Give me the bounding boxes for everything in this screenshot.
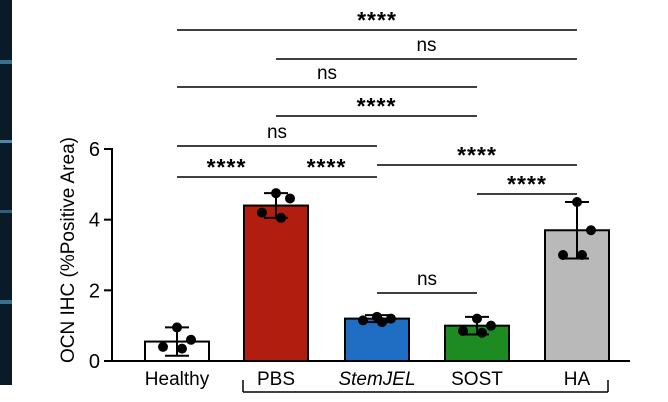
data-point — [186, 334, 196, 345]
data-point — [577, 250, 587, 260]
y-tick-label: 2 — [89, 280, 100, 302]
data-point — [158, 341, 168, 352]
significance-label: ns — [417, 269, 437, 290]
data-point — [386, 313, 396, 324]
category-label: PBS — [257, 369, 295, 390]
significance-label: **** — [307, 154, 347, 180]
category-label: StemJEL — [338, 369, 415, 390]
y-axis-label: OCN IHC (%Positive Area) — [58, 137, 79, 363]
data-point — [472, 313, 482, 324]
significance-label: **** — [507, 171, 547, 197]
significance-label: ns — [317, 63, 337, 84]
bar — [344, 317, 410, 363]
y-tick-label: 4 — [89, 210, 100, 232]
category-label: HA — [564, 369, 591, 390]
significance-label: ns — [267, 122, 287, 143]
category-label: SOST — [451, 369, 503, 390]
data-point — [477, 327, 487, 338]
significance-label: **** — [357, 93, 397, 119]
data-point — [177, 343, 187, 354]
y-tick-label: 6 — [89, 139, 100, 161]
significance-label: **** — [457, 142, 497, 168]
bar — [243, 204, 309, 362]
y-tick-label: 0 — [89, 351, 100, 373]
bars — [144, 204, 610, 363]
data-point — [271, 188, 281, 199]
photo-strip — [0, 0, 12, 385]
data-point — [572, 197, 582, 207]
data-point — [257, 207, 267, 218]
data-points — [158, 188, 596, 354]
significance-label: **** — [357, 7, 397, 33]
significance-brackets: **** ns ns **** ns **** **** **** **** ns — [177, 7, 577, 294]
data-point — [377, 317, 387, 328]
significance-label: **** — [207, 154, 247, 180]
data-point — [558, 250, 568, 260]
category-label: Healthy — [145, 369, 210, 390]
data-point — [276, 212, 286, 223]
category-labels: Healthy PBS StemJEL SOST HA — [145, 369, 609, 393]
data-point — [586, 225, 596, 236]
significance-label: ns — [416, 35, 436, 56]
data-point — [458, 325, 468, 336]
data-point — [358, 315, 368, 326]
data-point — [285, 193, 295, 204]
data-point — [486, 320, 496, 331]
data-point — [172, 322, 182, 333]
